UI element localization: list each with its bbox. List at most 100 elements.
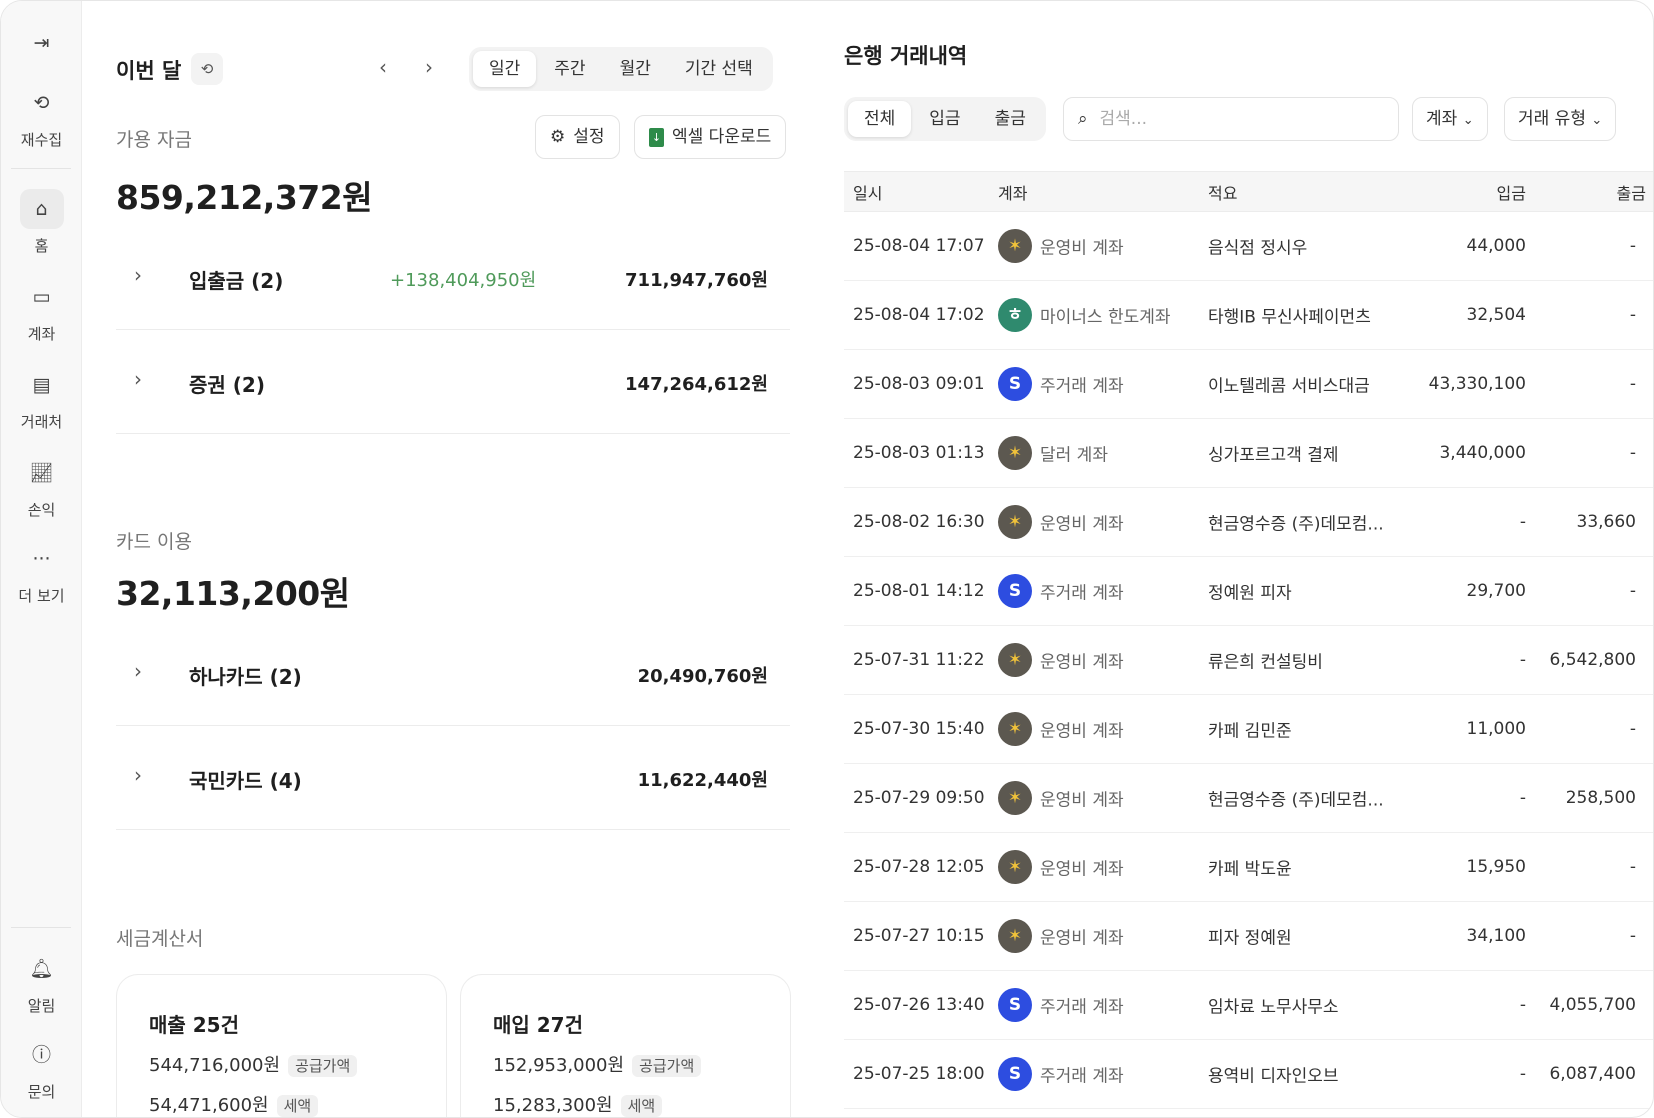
help-icon: ⓘ	[31, 1044, 51, 1066]
cell-deposit: 32,504	[1466, 305, 1526, 325]
bank-logo-icon: S	[998, 1057, 1032, 1091]
table-row[interactable]: 25-08-04 17:02 ㅎ 마이너스 한도계좌 타행IB 무신사페이먼츠 32,5…	[844, 281, 1653, 350]
table-row[interactable]: 25-08-02 16:30 ✶ 운영비 계좌 현금영수증 (주)데모컴... - 33,…	[844, 488, 1653, 557]
cell-date: 25-08-02 16:30	[853, 512, 985, 532]
sidebar-item-alerts[interactable]: 🔔︎ 알림	[1, 949, 82, 1016]
table-row[interactable]: 25-08-01 14:12 S 주거래 계좌 정예원 피자 29,700 -	[844, 557, 1653, 626]
cell-date: 25-07-31 11:22	[853, 650, 985, 670]
home-icon: ⌂	[19, 189, 64, 229]
sidebar-item-more[interactable]: ··· 더 보기	[1, 539, 82, 606]
cell-account: 주거래 계좌	[1040, 376, 1124, 397]
cell-account: 운영비 계좌	[1040, 514, 1124, 535]
cell-memo: 싱가포르고객 결제	[1208, 445, 1339, 466]
cell-memo: 이노텔레콤 서비스대금	[1208, 376, 1370, 397]
search-icon: ⌕	[1078, 109, 1088, 129]
cell-account: 운영비 계좌	[1040, 859, 1124, 880]
table-row[interactable]: 25-07-25 18:00 S 주거래 계좌 용역비 디자인오브 - 6,087,400	[844, 1040, 1653, 1109]
account-dropdown[interactable]: 계좌 ⌄	[1412, 97, 1488, 141]
cell-memo: 류은희 컨설팅비	[1208, 652, 1323, 673]
building-icon: ▤	[32, 374, 51, 396]
filter-withdrawal[interactable]: 출금	[994, 109, 1026, 129]
table-row[interactable]: 25-07-29 09:50 ✶ 운영비 계좌 현금영수증 (주)데모컴... - 258…	[844, 764, 1653, 833]
bank-logo-icon: S	[998, 988, 1032, 1022]
table-row[interactable]: 25-07-26 13:40 S 주거래 계좌 임차료 노무사무소 - 4,055,700	[844, 971, 1653, 1040]
cell-date: 25-07-25 18:00	[853, 1064, 985, 1084]
bank-logo-icon: ㅎ	[998, 298, 1032, 332]
card-row-kb[interactable]: › 국민카드 (4) 11,622,440원	[116, 726, 790, 830]
filter-all[interactable]: 전체	[848, 101, 912, 137]
refresh-icon: ⟲	[33, 92, 50, 114]
table-row[interactable]: 25-07-27 10:15 ✶ 운영비 계좌 피자 정예원 34,100 -	[844, 902, 1653, 971]
funds-row-securities[interactable]: › 증권 (2) 147,264,612원	[116, 330, 790, 434]
purchase-invoice-card[interactable]: 매입 27건 152,953,000원 공급가액 15,283,300원 세액	[460, 974, 791, 1117]
cell-memo: 임차료 노무사무소	[1208, 997, 1339, 1018]
chevron-right-icon: ›	[134, 263, 142, 287]
refresh-icon: ⟲	[200, 60, 214, 78]
cell-deposit: 29,700	[1466, 581, 1526, 601]
chevron-right-icon: ›	[134, 659, 142, 683]
sidebar-item-help[interactable]: ⓘ 문의	[1, 1035, 82, 1102]
bank-logo-icon: ✶	[998, 229, 1032, 263]
sidebar-item-recollect[interactable]: ⟲ 재수집	[1, 83, 82, 150]
sales-invoice-card[interactable]: 매출 25건 544,716,000원 공급가액 54,471,600원 세액	[116, 974, 447, 1117]
excel-download-button[interactable]: ↓ 엑셀 다운로드	[634, 115, 787, 159]
period-refresh-button[interactable]: ⟲	[191, 53, 223, 85]
cell-withdrawal: 6,087,400	[1549, 1064, 1636, 1084]
cell-account: 운영비 계좌	[1040, 652, 1124, 673]
table-row[interactable]: 25-07-31 11:22 ✶ 운영비 계좌 류은희 컨설팅비 - 6,542,800	[844, 626, 1653, 695]
bank-logo-icon: S	[998, 367, 1032, 401]
sidebar-item-clients[interactable]: ▤ 거래처	[1, 365, 82, 432]
cell-account: 달러 계좌	[1040, 445, 1108, 466]
tab-weekly[interactable]: 주간	[554, 59, 586, 79]
cell-memo: 음식점 정시우	[1208, 238, 1308, 259]
table-row[interactable]: 25-07-28 12:05 ✶ 운영비 계좌 카페 박도윤 15,950 -	[844, 833, 1653, 902]
cell-date: 25-08-03 01:13	[853, 443, 985, 463]
cell-deposit: 34,100	[1466, 926, 1526, 946]
cell-date: 25-08-01 14:12	[853, 581, 985, 601]
cell-account: 운영비 계좌	[1040, 790, 1124, 811]
cell-deposit: -	[1519, 650, 1526, 670]
collapse-sidebar-button[interactable]: ⇥	[1, 23, 82, 63]
settings-button[interactable]: ⚙ 설정	[535, 115, 620, 159]
search-input[interactable]	[1099, 109, 1360, 129]
sidebar-item-accounts[interactable]: ▭ 계좌	[1, 277, 82, 344]
excel-file-icon: ↓	[649, 127, 664, 147]
cell-withdrawal: 33,660	[1576, 512, 1636, 532]
period-title: 이번 달	[116, 59, 182, 83]
funds-row-deposit[interactable]: › 입출금 (2) +138,404,950원 711,947,760원	[116, 226, 790, 330]
cell-account: 주거래 계좌	[1040, 583, 1124, 604]
bank-transactions-title: 은행 거래내역	[844, 44, 968, 68]
cell-withdrawal: 258,500	[1565, 788, 1636, 808]
sidebar-item-home[interactable]: ⌂ 홈	[1, 189, 82, 256]
cell-date: 25-07-30 15:40	[853, 719, 985, 739]
tab-custom-range[interactable]: 기간 선택	[684, 59, 753, 79]
cell-memo: 카페 김민준	[1208, 721, 1292, 742]
transaction-type-dropdown[interactable]: 거래 유형 ⌄	[1504, 97, 1617, 141]
prev-period-button[interactable]: ‹	[379, 55, 387, 79]
bank-logo-icon: ✶	[998, 919, 1032, 953]
filter-deposit[interactable]: 입금	[929, 109, 961, 129]
cell-date: 25-08-04 17:07	[853, 236, 985, 256]
table-row[interactable]: 25-07-30 15:40 ✶ 운영비 계좌 카페 김민준 11,000 -	[844, 695, 1653, 764]
sidebar: ⇥ ⟲ 재수집 ⌂ 홈 ▭ 계좌 ▤ 거래처 📈︎ 손익 ··· 더 보기 🔔︎ 알림 ⓘ 문의	[1, 1, 82, 1117]
table-row[interactable]: 25-08-04 17:07 ✶ 운영비 계좌 음식점 정시우 44,000 -	[844, 212, 1653, 281]
transactions-table: 일시 계좌 적요 입금 출금 25-08-04 17:07 ✶ 운영비 계좌 음식점 …	[844, 171, 1653, 1109]
funds-total: 859,212,372원	[116, 178, 373, 217]
table-row[interactable]: 25-08-03 09:01 S 주거래 계좌 이노텔레콤 서비스대금 43,330,1…	[844, 350, 1653, 419]
table-row[interactable]: 25-08-03 01:13 ✶ 달러 계좌 싱가포르고객 결제 3,440,000 -	[844, 419, 1653, 488]
cell-memo: 용역비 디자인오브	[1208, 1066, 1339, 1087]
card-row-hana[interactable]: › 하나카드 (2) 20,490,760원	[116, 622, 790, 726]
cell-account: 운영비 계좌	[1040, 928, 1124, 949]
tax-invoice-title: 세금계산서	[116, 928, 204, 950]
cell-withdrawal: -	[1629, 581, 1636, 601]
cell-date: 25-07-26 13:40	[853, 995, 985, 1015]
chevron-right-icon: ›	[134, 763, 142, 787]
cell-account: 운영비 계좌	[1040, 238, 1124, 259]
next-period-button[interactable]: ›	[425, 55, 433, 79]
cell-memo: 현금영수증 (주)데모컴...	[1208, 790, 1384, 811]
tab-daily[interactable]: 일간	[473, 51, 537, 87]
sidebar-item-pnl[interactable]: 📈︎ 손익	[1, 453, 82, 520]
cell-memo: 현금영수증 (주)데모컴...	[1208, 514, 1384, 535]
tab-monthly[interactable]: 월간	[619, 59, 651, 79]
cell-memo: 타행IB 무신사페이먼츠	[1208, 307, 1371, 328]
